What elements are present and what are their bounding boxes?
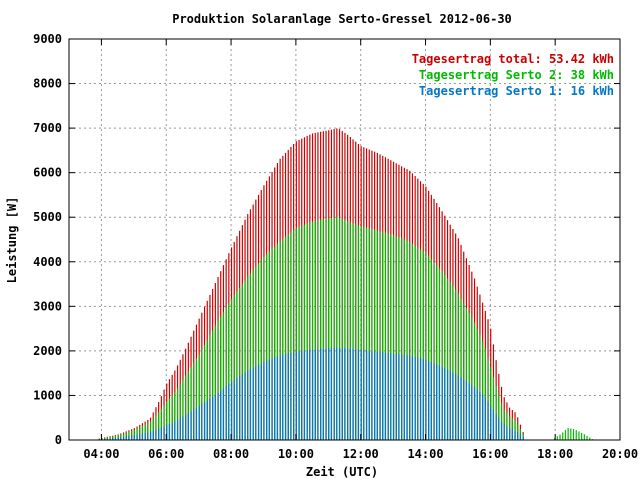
x-tick-label: 08:00	[213, 447, 249, 461]
y-tick-label: 0	[55, 433, 62, 447]
y-tick-label: 5000	[33, 210, 62, 224]
x-tick-label: 18:00	[537, 447, 573, 461]
y-tick-label: 8000	[33, 77, 62, 91]
chart-title: Produktion Solaranlage Serto-Gressel 201…	[172, 12, 512, 26]
x-tick-label: 12:00	[343, 447, 379, 461]
y-tick-label: 1000	[33, 388, 62, 402]
x-tick-label: 04:00	[83, 447, 119, 461]
x-tick-label: 20:00	[602, 447, 638, 461]
plot-frame	[68, 38, 621, 441]
legend: Tagesertrag total: 53.42 kWh Tagesertrag …	[412, 52, 614, 98]
legend-entry: Tagesertrag Serto 1: 16 kWh	[419, 84, 614, 98]
x-tick-label: 16:00	[472, 447, 508, 461]
y-tick-label: 6000	[33, 166, 62, 180]
y-tick-label: 9000	[33, 32, 62, 46]
x-tick-label: 14:00	[407, 447, 443, 461]
bar-series-group	[98, 128, 594, 440]
axes-group	[68, 38, 621, 441]
y-tick-label: 3000	[33, 299, 62, 313]
y-axis-label: Leistung [W]	[5, 197, 19, 284]
x-tick-label: 10:00	[278, 447, 314, 461]
y-tick-label: 7000	[33, 121, 62, 135]
tick-labels-group: 0 1000 2000 3000 4000 5000 6000 7000 8000 9000 04:…	[33, 32, 638, 461]
legend-entry: Tagesertrag Serto 2: 38 kWh	[419, 68, 614, 82]
legend-entry: Tagesertrag total: 53.42 kWh	[412, 52, 614, 66]
y-tick-label: 2000	[33, 344, 62, 358]
x-axis-label: Zeit (UTC)	[306, 465, 378, 479]
x-tick-label: 06:00	[148, 447, 184, 461]
y-tick-label: 4000	[33, 255, 62, 269]
